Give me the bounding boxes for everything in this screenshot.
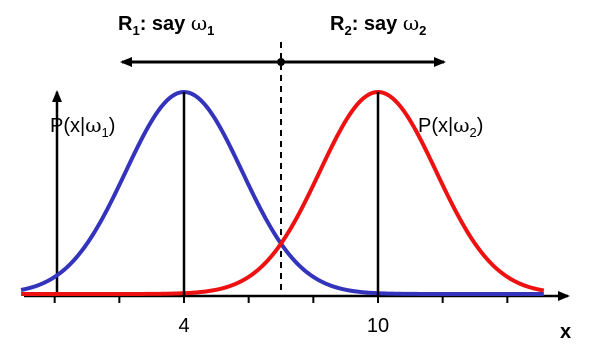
curve-label-omega2: P(x|ω2) (418, 113, 483, 140)
x-axis-ticks (53, 296, 509, 303)
x-axis-label: x (560, 321, 571, 343)
region-1-label: R1: say ω1 (118, 11, 214, 38)
curve-omega1 (20, 89, 544, 296)
mean-lines-group (182, 92, 380, 296)
tick-label-4: 4 (178, 315, 189, 337)
curve-omega2 (21, 89, 545, 296)
region-2-label: R2: say ω2 (330, 11, 426, 38)
decision-point-marker (277, 58, 285, 66)
curve-label-omega1: P(x|ω1) (50, 113, 115, 140)
curves-group (20, 89, 545, 296)
tick-label-10: 10 (367, 315, 389, 337)
